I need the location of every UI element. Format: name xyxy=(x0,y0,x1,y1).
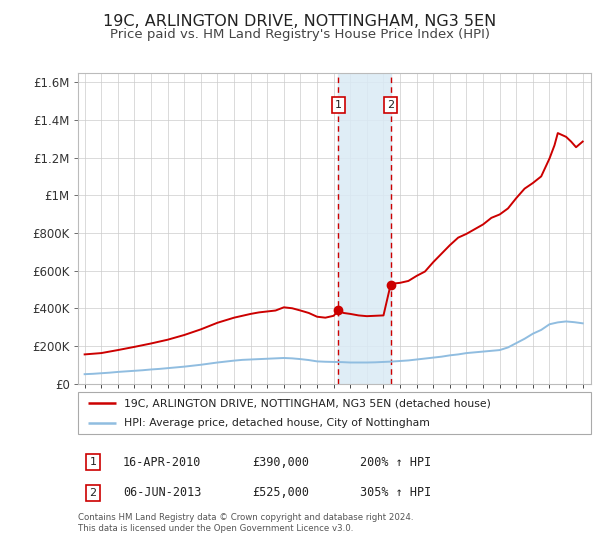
Text: Contains HM Land Registry data © Crown copyright and database right 2024.: Contains HM Land Registry data © Crown c… xyxy=(78,513,413,522)
Text: 200% ↑ HPI: 200% ↑ HPI xyxy=(360,455,431,469)
Text: 1: 1 xyxy=(89,457,97,467)
Text: £390,000: £390,000 xyxy=(252,455,309,469)
Text: 16-APR-2010: 16-APR-2010 xyxy=(123,455,202,469)
Text: This data is licensed under the Open Government Licence v3.0.: This data is licensed under the Open Gov… xyxy=(78,524,353,533)
Text: Price paid vs. HM Land Registry's House Price Index (HPI): Price paid vs. HM Land Registry's House … xyxy=(110,28,490,41)
Text: HPI: Average price, detached house, City of Nottingham: HPI: Average price, detached house, City… xyxy=(124,418,430,428)
Text: 19C, ARLINGTON DRIVE, NOTTINGHAM, NG3 5EN (detached house): 19C, ARLINGTON DRIVE, NOTTINGHAM, NG3 5E… xyxy=(124,398,491,408)
Text: £525,000: £525,000 xyxy=(252,486,309,500)
Text: 1: 1 xyxy=(335,100,342,110)
Text: 2: 2 xyxy=(89,488,97,498)
Bar xyxy=(338,73,391,384)
Text: 06-JUN-2013: 06-JUN-2013 xyxy=(123,486,202,500)
Text: 305% ↑ HPI: 305% ↑ HPI xyxy=(360,486,431,500)
Text: 2: 2 xyxy=(387,100,394,110)
Text: 19C, ARLINGTON DRIVE, NOTTINGHAM, NG3 5EN: 19C, ARLINGTON DRIVE, NOTTINGHAM, NG3 5E… xyxy=(103,14,497,29)
